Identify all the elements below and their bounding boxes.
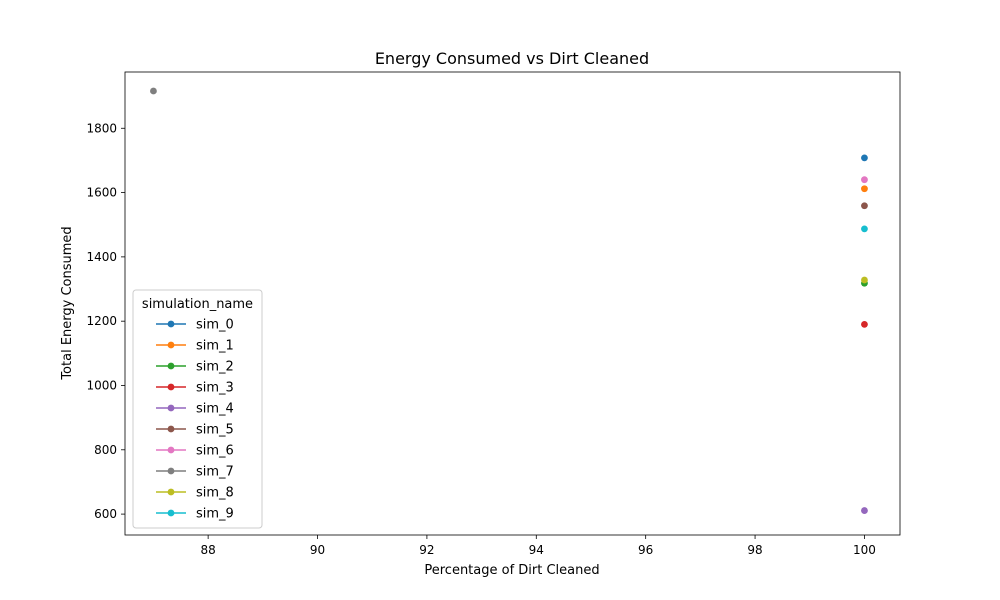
y-tick-label: 1400: [86, 250, 117, 264]
legend-label: sim_7: [196, 465, 234, 480]
legend-marker-sim-6: [167, 446, 175, 454]
data-point-sim-5: [861, 202, 868, 210]
legend-label: sim_8: [196, 486, 234, 501]
legend-marker-sim-7: [167, 467, 175, 475]
x-tick-label: 96: [638, 543, 653, 557]
legend-label: sim_1: [196, 339, 234, 354]
legend-title: simulation_name: [142, 297, 253, 312]
legend-marker-sim-4: [167, 404, 175, 412]
y-tick-label: 1000: [86, 378, 117, 392]
data-point-sim-3: [861, 320, 868, 328]
legend-marker-sim-8: [167, 488, 175, 496]
data-point-sim-4: [861, 507, 868, 514]
chart-title: Energy Consumed vs Dirt Cleaned: [375, 49, 649, 68]
y-tick-label: 1800: [86, 121, 117, 135]
legend-marker-sim-3: [167, 383, 175, 391]
y-tick-label: 1600: [86, 186, 117, 200]
data-point-sim-8: [861, 276, 868, 284]
legend-label: sim_5: [196, 423, 234, 438]
data-point-sim-1: [861, 185, 868, 193]
y-tick-label: 600: [94, 507, 117, 521]
legend-label: sim_4: [196, 402, 234, 417]
legend-marker-sim-1: [167, 341, 175, 349]
x-tick-label: 94: [529, 543, 544, 557]
legend-label: sim_6: [196, 444, 234, 459]
x-tick-label: 88: [200, 543, 215, 557]
legend-label: sim_0: [196, 318, 234, 333]
axes-frame: [124, 71, 901, 536]
y-tick-label: 800: [94, 443, 117, 457]
legend-label: sim_2: [196, 360, 234, 375]
y-tick-label: 1200: [86, 314, 117, 328]
data-point-sim-0: [861, 154, 868, 162]
legend-label: sim_9: [196, 507, 234, 522]
plot-area: 88 90 92 94 96 98 100 600 800 1000 1200 1400 1600 180…: [86, 71, 901, 557]
legend-marker-sim-2: [167, 362, 175, 370]
data-point-sim-6: [861, 176, 868, 184]
x-tick-label: 92: [419, 543, 434, 557]
legend-box: [132, 289, 263, 529]
data-point-sim-7: [150, 87, 157, 95]
x-axis-label: Percentage of Dirt Cleaned: [424, 563, 599, 578]
legend: simulation_name sim_0 sim_1 sim_2 sim_3 sim_4…: [132, 289, 263, 529]
x-tick-label: 98: [747, 543, 762, 557]
x-tick-label: 100: [853, 543, 876, 557]
data-point-sim-9: [861, 225, 868, 233]
legend-marker-sim-9: [167, 509, 175, 517]
legend-marker-sim-0: [167, 320, 175, 328]
x-tick-label: 90: [310, 543, 325, 557]
legend-marker-sim-5: [167, 425, 175, 433]
legend-label: sim_3: [196, 381, 234, 396]
y-axis-label: Total Energy Consumed: [60, 226, 75, 380]
